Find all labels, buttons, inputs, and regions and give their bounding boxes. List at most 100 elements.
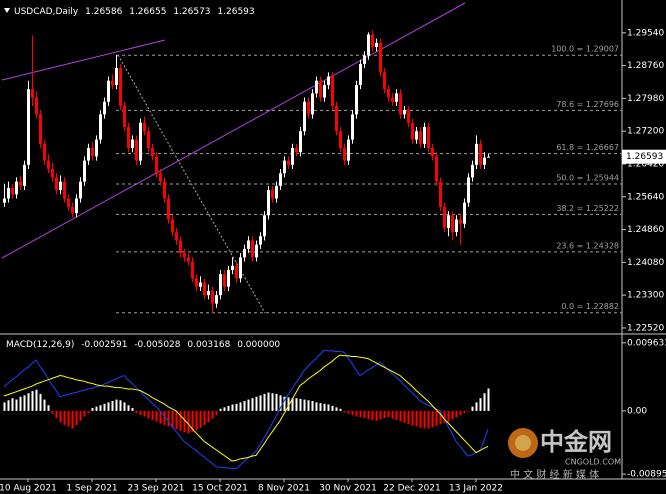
candle-body bbox=[323, 84, 326, 98]
histogram-bar bbox=[475, 402, 478, 411]
candle-body bbox=[243, 248, 246, 258]
histogram-bar bbox=[383, 410, 386, 418]
y-tick-label: 1.27200 bbox=[627, 127, 664, 137]
candle-body bbox=[87, 148, 90, 161]
histogram-bar bbox=[299, 398, 302, 411]
candle-body bbox=[347, 139, 350, 161]
histogram-bar bbox=[391, 410, 394, 419]
y-tick-label: -0.008955 bbox=[627, 470, 666, 480]
x-tick-label: 8 Nov 2021 bbox=[258, 484, 310, 494]
candle-body bbox=[255, 244, 258, 258]
histogram-bar bbox=[63, 410, 66, 426]
macd-panel bbox=[3, 349, 490, 470]
candle-body bbox=[463, 202, 466, 224]
histogram-bar bbox=[411, 410, 414, 426]
candle-body bbox=[295, 148, 298, 153]
histogram-bar bbox=[59, 410, 62, 423]
histogram-bar bbox=[123, 402, 126, 411]
histogram-bar bbox=[207, 410, 210, 423]
histogram-bar bbox=[419, 410, 422, 428]
candle-body bbox=[167, 198, 170, 220]
candle-body bbox=[151, 148, 154, 157]
histogram-bar bbox=[375, 410, 378, 421]
histogram-bar bbox=[311, 400, 314, 411]
candle-body bbox=[187, 257, 190, 262]
histogram-bar bbox=[243, 400, 246, 411]
histogram-bar bbox=[407, 410, 410, 425]
histogram-bar bbox=[39, 393, 42, 411]
candle-body bbox=[287, 160, 290, 165]
candle-body bbox=[135, 139, 138, 161]
histogram-bar bbox=[435, 410, 438, 426]
candle-body bbox=[99, 114, 102, 140]
candle-body bbox=[407, 110, 410, 123]
histogram-bar bbox=[175, 410, 178, 430]
macd-line bbox=[3, 354, 489, 462]
candle-body bbox=[203, 282, 206, 296]
candle-body bbox=[379, 42, 382, 73]
macd-main-value: -0.002591 bbox=[81, 340, 127, 350]
candle-body bbox=[55, 177, 58, 191]
candle-body bbox=[115, 68, 118, 85]
candle-body bbox=[479, 143, 482, 165]
candle-body bbox=[251, 240, 254, 258]
histogram-bar bbox=[139, 410, 142, 416]
candle-body bbox=[331, 76, 334, 106]
candle-body bbox=[267, 190, 270, 216]
histogram-bar bbox=[219, 408, 222, 411]
histogram-bar bbox=[355, 410, 358, 417]
y-tick-label: 1.24080 bbox=[627, 258, 664, 268]
candle-body bbox=[43, 143, 46, 161]
candle-body bbox=[299, 131, 302, 153]
candle-body bbox=[487, 156, 490, 158]
watermark-brand: 中金网 bbox=[540, 428, 612, 456]
histogram-bar bbox=[11, 398, 14, 411]
candle-body bbox=[231, 265, 234, 270]
candle-body bbox=[327, 76, 330, 85]
histogram-bar bbox=[239, 402, 242, 411]
candle-body bbox=[123, 105, 126, 127]
x-tick-label: 30 Nov 2021 bbox=[319, 484, 377, 494]
candle-body bbox=[283, 160, 286, 174]
histogram-bar bbox=[415, 410, 418, 427]
histogram-bar bbox=[27, 393, 30, 411]
histogram-bar bbox=[283, 396, 286, 411]
candle-body bbox=[467, 177, 470, 203]
histogram-bar bbox=[343, 410, 346, 413]
histogram-bar bbox=[427, 410, 430, 429]
watermark-tagline: 中 文 财 经 新 媒 体 bbox=[510, 468, 599, 481]
histogram-bar bbox=[91, 408, 94, 411]
histogram-bar bbox=[251, 398, 254, 411]
histogram-bar bbox=[451, 410, 454, 420]
histogram-bar bbox=[71, 410, 74, 429]
x-tick-label: 10 Aug 2021 bbox=[0, 484, 57, 494]
candle-body bbox=[79, 181, 82, 199]
candle-body bbox=[51, 169, 54, 178]
menu-icon[interactable] bbox=[4, 8, 10, 13]
histogram-bar bbox=[111, 400, 114, 411]
candle-body bbox=[451, 215, 454, 233]
histogram-bar bbox=[191, 410, 194, 433]
histogram-bar bbox=[467, 410, 470, 412]
candle-body bbox=[111, 80, 114, 85]
fib-level-label: 100.0 = 1.29007 bbox=[551, 45, 619, 54]
candle-body bbox=[423, 126, 426, 144]
histogram-bar bbox=[223, 407, 226, 411]
candle-body bbox=[363, 55, 366, 64]
macd-line bbox=[3, 349, 489, 470]
histogram-bar bbox=[79, 410, 82, 421]
fib-level-label: 38.2 = 1.25222 bbox=[556, 204, 619, 213]
candle-body bbox=[67, 198, 70, 207]
histogram-bar bbox=[127, 405, 130, 411]
macd-header: MACD(12,26,9) -0.002591 -0.005028 0.0031… bbox=[6, 340, 280, 350]
histogram-bar bbox=[327, 404, 330, 411]
y-tick-label: 1.26420 bbox=[627, 159, 664, 169]
macd-extra-value: 0.000000 bbox=[237, 340, 280, 350]
histogram-bar bbox=[459, 410, 462, 416]
histogram-bar bbox=[87, 410, 90, 414]
x-tick-label: 15 Oct 2021 bbox=[192, 484, 248, 494]
histogram-bar bbox=[371, 410, 374, 421]
histogram-bar bbox=[331, 405, 334, 411]
